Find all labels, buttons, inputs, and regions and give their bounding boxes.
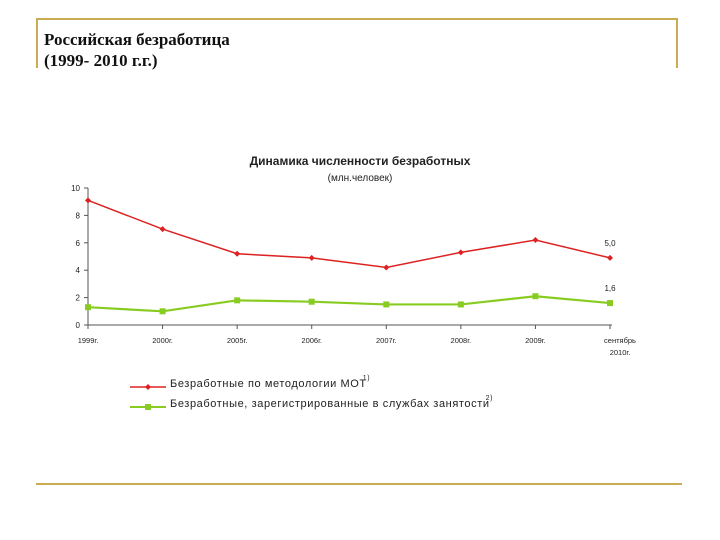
slide-title-line1: Российская безработица <box>44 30 230 49</box>
y-tick-label: 8 <box>76 211 81 220</box>
data-point-series-2 <box>308 298 315 305</box>
data-point-series-1 <box>383 264 390 271</box>
legend-note-series-1: 1) <box>362 375 371 382</box>
data-point-series-1 <box>607 254 613 261</box>
data-point-series-2 <box>383 301 390 308</box>
y-tick-label: 10 <box>71 184 80 193</box>
legend-label-series-2: Безработные, зарегистрированные в служба… <box>170 395 494 410</box>
x-tick-label: 1999г. <box>78 336 99 345</box>
x-tick-label: сентябрь <box>604 336 636 345</box>
x-tick-label: 2007г. <box>376 336 397 345</box>
frame-bottom-rule <box>36 483 682 485</box>
data-point-series-1 <box>457 249 464 256</box>
data-point-series-2 <box>234 297 241 304</box>
legend-text-series-2: Безработные, зарегистрированные в служба… <box>170 398 490 410</box>
y-tick-label: 6 <box>76 239 81 248</box>
x-tick-label: 2010г. <box>610 348 631 357</box>
x-tick-label: 2006г. <box>301 336 322 345</box>
frame-right-rule <box>676 18 678 68</box>
frame-left-rule <box>36 18 38 68</box>
data-point-series-2 <box>457 301 464 308</box>
slide-title-line2: (1999- 2010 г.г.) <box>44 51 158 70</box>
legend-label-series-1: Безработные по методологии МОТ1) <box>170 375 371 390</box>
series-line-1 <box>87 199 611 269</box>
y-tick-label: 4 <box>76 266 81 275</box>
data-point-series-1 <box>159 226 166 233</box>
data-point-series-2 <box>85 304 91 311</box>
y-tick-label: 0 <box>76 321 81 330</box>
legend-text-series-1: Безработные по методологии МОТ <box>170 378 367 390</box>
data-point-series-1 <box>532 237 539 244</box>
data-point-series-1 <box>234 250 241 257</box>
chart-subtitle: (млн.человек) <box>327 173 393 184</box>
x-tick-label: 2000г. <box>152 336 173 345</box>
series-line-2 <box>87 295 611 313</box>
slide-title: Российская безработица (1999- 2010 г.г.) <box>44 29 230 71</box>
x-tick-label: 2009г. <box>525 336 546 345</box>
data-point-series-2 <box>159 308 166 315</box>
legend-note-series-2: 2) <box>485 395 494 402</box>
data-label: 1,6 <box>604 284 616 293</box>
data-point-series-1 <box>85 197 91 204</box>
legend-swatch-series-2 <box>130 404 166 410</box>
y-tick-label: 2 <box>76 294 81 303</box>
chart-title: Динамика численности безработных <box>249 154 471 168</box>
x-tick-label: 2008г. <box>451 336 472 345</box>
data-point-series-2 <box>532 293 539 300</box>
x-tick-label: 2005г. <box>227 336 248 345</box>
data-label: 5,0 <box>604 239 616 248</box>
legend-swatch-series-1 <box>130 384 166 390</box>
data-point-series-1 <box>308 254 315 261</box>
data-point-series-2 <box>607 300 613 307</box>
frame-top-rule <box>36 18 678 20</box>
